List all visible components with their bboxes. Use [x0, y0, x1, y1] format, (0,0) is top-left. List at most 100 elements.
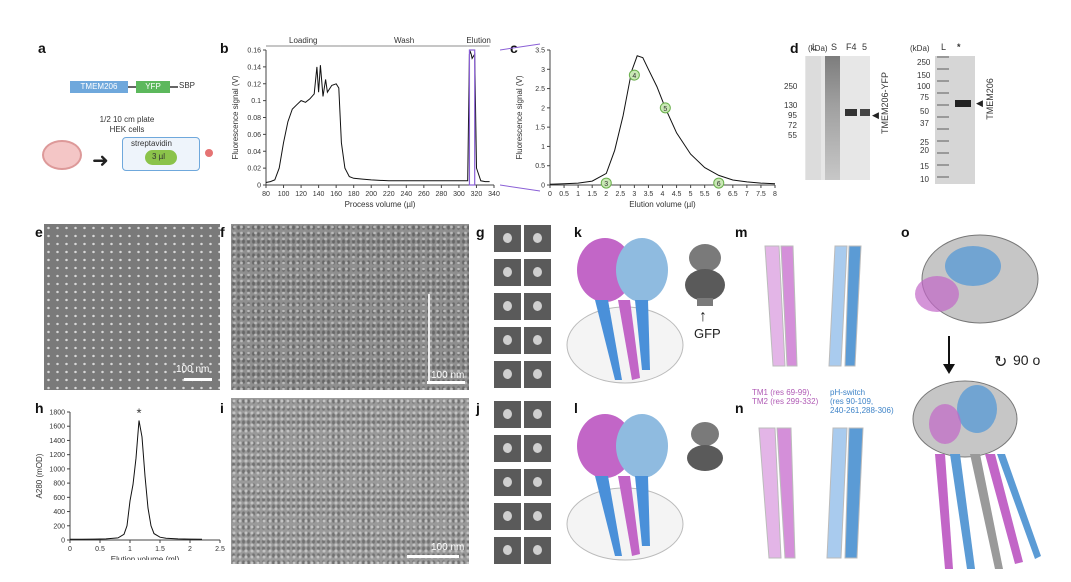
- cryo-em-micrograph-f: 100 nm: [231, 224, 469, 390]
- y-tick-label: 0.14: [247, 64, 261, 71]
- y-tick-label: 200: [53, 523, 65, 530]
- panel-label-k: k: [574, 224, 582, 240]
- petri-dish-icon: [42, 140, 82, 170]
- gel-1: [805, 56, 870, 180]
- x-tick-label: 2: [188, 546, 192, 553]
- rotate-icon: ↻: [994, 354, 1008, 371]
- panel-label-g: g: [476, 224, 485, 240]
- class-average: [493, 434, 522, 463]
- scale-bar: [407, 555, 459, 558]
- x-tick-label: 3.5: [644, 191, 654, 198]
- x-tick-label: 340: [488, 191, 500, 198]
- marker2-10: 10: [920, 175, 929, 184]
- class-average: [493, 224, 522, 253]
- panel-label-i: i: [220, 400, 224, 416]
- x-tick-label: 180: [348, 191, 360, 198]
- panel-label-h: h: [35, 400, 44, 416]
- x-tick-label: 260: [418, 191, 430, 198]
- tmem206-box: TMEM206: [70, 81, 128, 93]
- volume-label: 3 µl: [152, 152, 166, 161]
- chart-c: 0 0.5 1 1.5 2 2.5 3 3.5 4 4.5 5 5.5 6 6.5 7 7.5 8 0 0.5 1 1.…: [500, 43, 777, 209]
- column-bead-icon: [145, 150, 177, 165]
- y-tick-label: 0: [257, 183, 261, 190]
- panel-label-o: o: [901, 224, 910, 240]
- gel-2: [935, 56, 975, 184]
- panel-label-j: j: [476, 400, 480, 416]
- chart-b: 80 100 120 140 160 180 200 220 240 260 280 300 320 34…: [231, 36, 500, 209]
- cryo-em-micrograph-i: 100 nm: [231, 398, 469, 564]
- class-average: [523, 258, 552, 287]
- y-tick-label: 0: [61, 538, 65, 545]
- x-tick-label: 0: [68, 546, 72, 553]
- phase-label: Wash: [394, 36, 414, 45]
- x-tick-label: 1.5: [587, 191, 597, 198]
- y-tick-label: 2.5: [535, 86, 545, 93]
- marker-250: 250: [784, 82, 798, 91]
- class-averages-j: [493, 400, 553, 570]
- y-tick-label: 1000: [49, 466, 65, 473]
- y-axis-label: Fluorescence signal (V): [515, 75, 524, 159]
- marker2-100: 100: [917, 82, 931, 91]
- sbp-label: SBP: [179, 81, 196, 90]
- zoom-connector: [500, 184, 541, 192]
- y-tick-label: 3: [541, 67, 545, 74]
- cells-text-1: 1/2 10 cm plate: [99, 115, 155, 124]
- legend-ph: pH-switch (res 90-109, 240-261,288-306): [830, 388, 894, 415]
- calibration-line: [428, 294, 430, 384]
- lane-L: [806, 56, 821, 180]
- marker-55: 55: [788, 131, 797, 140]
- x-axis-label: Elution volume (µl): [629, 200, 696, 209]
- marker-95: 95: [788, 111, 797, 120]
- x-tick-label: 160: [330, 191, 342, 198]
- panel-label-b: b: [220, 40, 229, 56]
- y-tick-label: 3.5: [535, 48, 545, 55]
- y-tick-label: 0.08: [247, 115, 261, 122]
- x-tick-label: 1.5: [155, 546, 165, 553]
- class-average: [493, 258, 522, 287]
- phase-label: Loading: [289, 36, 317, 45]
- lane2-label-L: L: [941, 42, 947, 52]
- x-tick-label: 5.5: [700, 191, 710, 198]
- scale-label-e: 100 nm: [176, 364, 210, 375]
- yfp-box: YFP: [136, 81, 170, 93]
- marker2-250: 250: [917, 58, 931, 67]
- y-tick-label: 1400: [49, 438, 65, 445]
- lane-label-F4: F4: [846, 42, 857, 52]
- x-tick-label: 140: [313, 191, 325, 198]
- fraction-label: 3: [604, 181, 608, 188]
- phase-label: Elution: [466, 36, 490, 45]
- scale-label-f: 100 nm: [431, 370, 465, 381]
- density-fit-n: [758, 427, 864, 559]
- x-tick-label: 300: [453, 191, 465, 198]
- kda-label-2: (kDa): [910, 44, 930, 53]
- scale-label-i: 100 nm: [431, 542, 465, 553]
- lane-S: [825, 56, 840, 180]
- y-tick-label: 0.5: [535, 163, 545, 170]
- class-average: [493, 468, 522, 497]
- y-tick-label: 2: [541, 105, 545, 112]
- construct-diagram: TMEM206 YFP SBP: [70, 78, 200, 98]
- x-tick-label: 120: [295, 191, 307, 198]
- y-tick-label: 1.5: [535, 125, 545, 132]
- x-tick-label: 6.5: [728, 191, 738, 198]
- marker2-75: 75: [920, 93, 929, 102]
- class-average: [493, 536, 522, 565]
- x-tick-label: 2: [604, 191, 608, 198]
- y-tick-label: 1800: [49, 410, 65, 417]
- peak-marker: *: [136, 406, 141, 421]
- x-tick-label: 240: [400, 191, 412, 198]
- gfp-label: GFP: [694, 326, 721, 341]
- x-tick-label: 0.5: [559, 191, 569, 198]
- arrow-right-icon: ➜: [92, 150, 109, 172]
- structure-model-k: [566, 238, 725, 384]
- lane2-label-star: *: [957, 42, 961, 52]
- class-average: [523, 292, 552, 321]
- x-tick-label: 4: [661, 191, 665, 198]
- y-tick-label: 0.12: [247, 81, 261, 88]
- fraction-label: 5: [663, 106, 667, 113]
- y-tick-label: 400: [53, 509, 65, 516]
- y-tick-label: 600: [53, 495, 65, 502]
- x-axis-label: Elution volume (ml): [111, 555, 180, 560]
- rotation-label: 90 o: [1013, 352, 1041, 368]
- y-axis-label: Fluorescence signal (V): [231, 75, 240, 159]
